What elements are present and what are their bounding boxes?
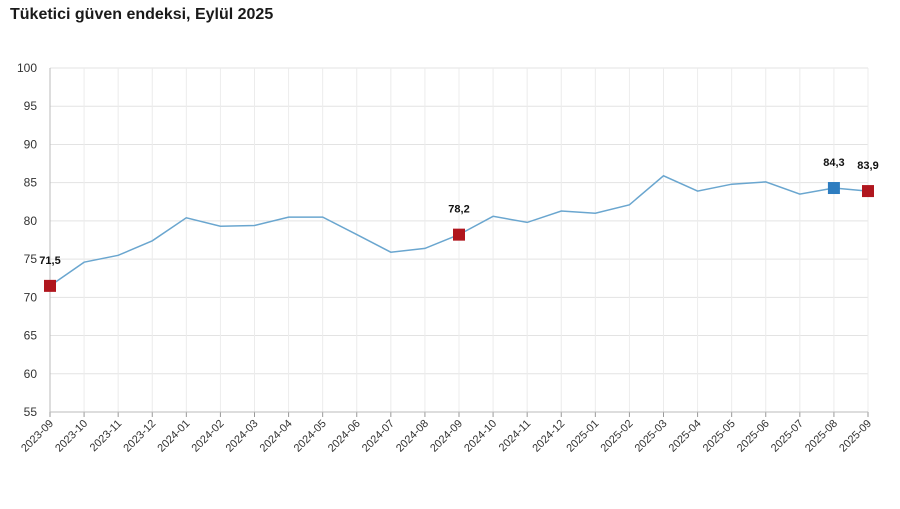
x-tick-label: 2025-03 <box>633 418 670 455</box>
highlight-markers <box>44 182 874 292</box>
highlight-marker <box>827 182 840 195</box>
x-tick-label: 2024-09 <box>428 418 465 455</box>
y-tick-labels: 55 60 65 70 75 80 85 90 95 100 <box>17 61 37 419</box>
x-tick-label: 2024-01 <box>155 418 192 455</box>
highlight-marker <box>862 185 874 198</box>
y-tick-label: 75 <box>24 252 38 266</box>
x-tick-label: 2023-10 <box>53 418 90 455</box>
x-tick-label: 2025-09 <box>837 418 874 455</box>
x-tick-label: 2024-12 <box>530 418 567 455</box>
x-tick-label: 2025-06 <box>735 418 772 455</box>
y-tick-label: 100 <box>17 61 37 75</box>
x-tick-label: 2025-08 <box>803 418 840 455</box>
x-tick-label: 2023-09 <box>19 418 56 455</box>
y-tick-label: 95 <box>24 99 38 113</box>
x-tick-label: 2024-05 <box>292 418 329 455</box>
y-tick-label: 85 <box>24 176 38 190</box>
x-tick-label: 2024-03 <box>224 418 261 455</box>
x-tick-label: 2024-10 <box>462 418 499 455</box>
x-tick-label: 2023-12 <box>121 418 158 455</box>
data-label: 83,9 <box>857 160 878 172</box>
x-tick-label: 2025-07 <box>769 418 806 455</box>
x-tick-labels: 2023-092023-102023-112023-122024-012024-… <box>19 418 874 455</box>
x-tick-label: 2024-08 <box>394 418 431 455</box>
x-tick-label: 2024-06 <box>326 418 363 455</box>
x-tick-label: 2024-11 <box>497 418 533 454</box>
y-tick-label: 70 <box>24 290 38 304</box>
y-tick-label: 65 <box>24 329 38 343</box>
data-label: 71,5 <box>39 255 60 267</box>
highlight-marker <box>453 228 465 241</box>
data-label: 78,2 <box>448 204 469 216</box>
x-tick-label: 2024-04 <box>258 418 295 455</box>
y-tick-label: 60 <box>24 367 38 381</box>
y-tick-label: 90 <box>24 137 38 151</box>
x-tick-label: 2025-01 <box>564 418 601 455</box>
highlight-marker <box>44 279 56 292</box>
x-tick-label: 2024-07 <box>360 418 397 455</box>
x-tick-label: 2023-11 <box>88 418 124 454</box>
data-labels: 71,5 78,2 84,3 83,9 <box>39 157 878 267</box>
chart-title: Tüketici güven endeksi, Eylül 2025 <box>10 6 274 23</box>
x-tick-label: 2025-04 <box>667 418 704 455</box>
axes <box>49 68 869 417</box>
y-tick-label: 55 <box>24 405 38 419</box>
data-label: 84,3 <box>823 157 844 169</box>
x-tick-label: 2025-02 <box>599 418 636 455</box>
y-tick-label: 80 <box>24 214 38 228</box>
x-tick-label: 2025-05 <box>701 418 738 455</box>
x-tick-label: 2024-02 <box>190 418 227 455</box>
